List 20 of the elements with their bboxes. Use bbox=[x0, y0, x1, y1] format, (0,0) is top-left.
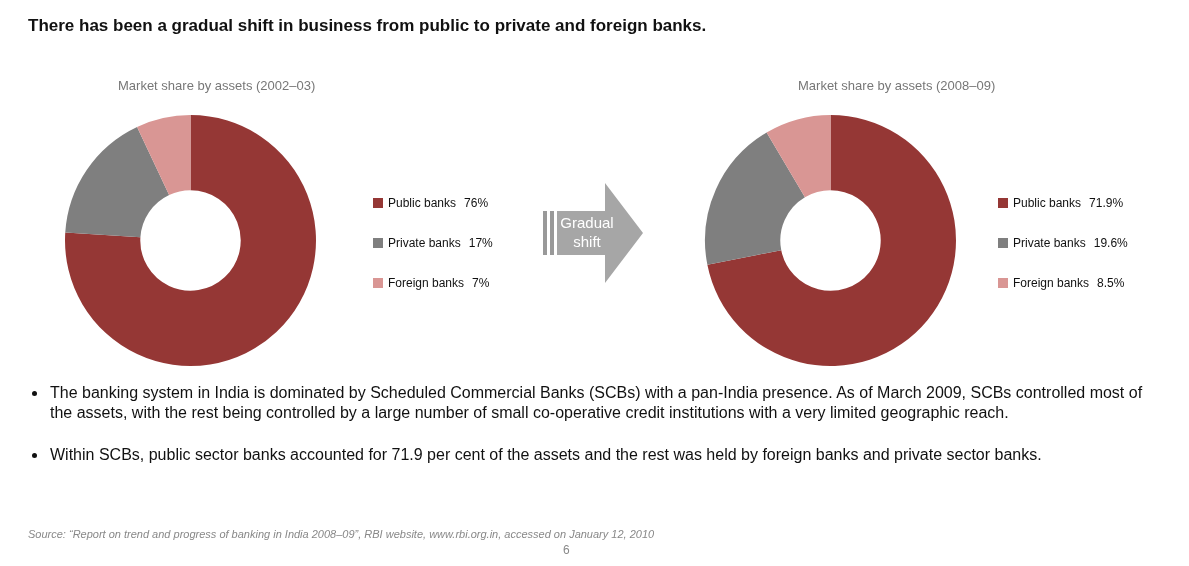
text: The banking system in India is dominated by Scheduled Commercial Banks (SCBs) with a pan-India presence. As of March 2009, SCBs controlled most of the assets, with the rest being controlled by a large number of small co-operative credit institutions with a very limited geographic reach. bbox=[50, 383, 1144, 423]
text: Gradual shift bbox=[559, 213, 615, 251]
data-label: 17% bbox=[468, 236, 493, 250]
text: Within SCBs, public sector banks accounted for 71.9 per cent of the assets and the rest was held by foreign banks and private sector banks. bbox=[50, 445, 1042, 465]
data-label: 7% bbox=[472, 276, 490, 290]
legend-label: Foreign banks bbox=[388, 276, 465, 290]
data-label: 71.9% bbox=[1089, 196, 1124, 210]
legend-label: Public banks bbox=[388, 196, 457, 210]
text: There has been a gradual shift in business from public to private and foreign banks. bbox=[28, 16, 707, 36]
chart-title: Market share by assets (2008–09) bbox=[798, 78, 996, 93]
text: 6 bbox=[563, 543, 570, 557]
data-label: 8.5% bbox=[1097, 276, 1125, 290]
source-note: Source: “Report on trend and progress of banking in India 2008–09”, RBI website, www.rbi.org.in, accessed on January 12, 2010 bbox=[28, 528, 655, 540]
chart-title: Market share by assets (2002–03) bbox=[118, 78, 316, 93]
legend-label: Public banks bbox=[1013, 196, 1082, 210]
legend-label: Private banks bbox=[1013, 236, 1086, 250]
legend-label: Private banks bbox=[388, 236, 461, 250]
data-label: 19.6% bbox=[1093, 236, 1128, 250]
data-label: 76% bbox=[464, 196, 489, 210]
legend-label: Foreign banks bbox=[1013, 276, 1090, 290]
